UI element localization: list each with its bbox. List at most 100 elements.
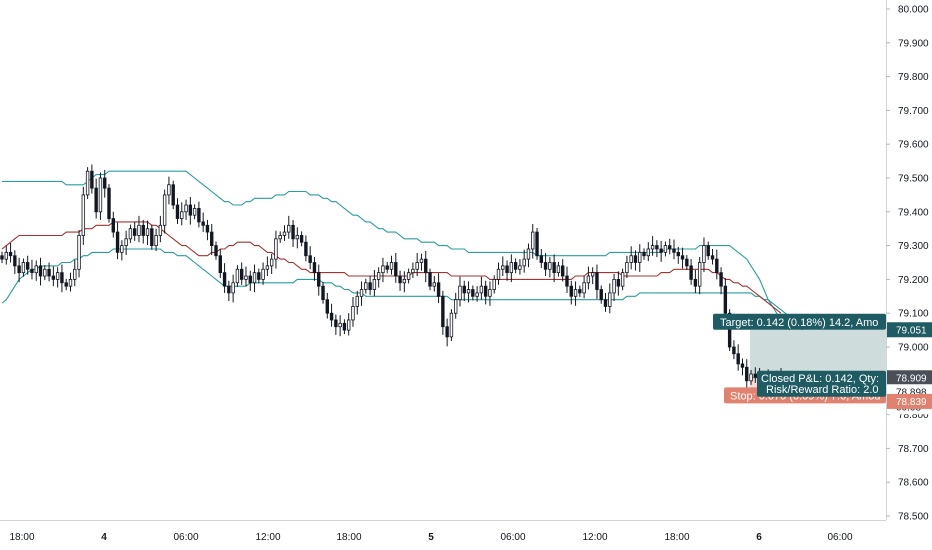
candle[interactable] (552, 254, 556, 283)
candle[interactable] (329, 303, 334, 327)
candle[interactable] (483, 280, 488, 305)
candle[interactable] (269, 253, 274, 274)
candle[interactable] (167, 176, 171, 205)
candle[interactable] (436, 273, 441, 304)
candle[interactable] (441, 290, 445, 335)
candle[interactable] (454, 292, 458, 319)
candle[interactable] (265, 256, 270, 277)
candle[interactable] (205, 219, 210, 241)
candle[interactable] (646, 242, 651, 262)
candle[interactable] (197, 201, 201, 228)
candle[interactable] (458, 276, 462, 307)
candle[interactable] (214, 241, 218, 260)
candle[interactable] (526, 243, 531, 268)
candle[interactable] (398, 270, 402, 291)
candle[interactable] (376, 267, 381, 288)
candle[interactable] (346, 313, 351, 336)
candle[interactable] (419, 253, 424, 271)
candle[interactable] (479, 276, 484, 300)
candle[interactable] (659, 240, 663, 262)
candle[interactable] (428, 268, 432, 291)
candle[interactable] (749, 369, 753, 385)
candle[interactable] (145, 220, 150, 245)
candle[interactable] (4, 245, 8, 265)
candle[interactable] (60, 264, 64, 293)
candle[interactable] (415, 253, 419, 277)
candle[interactable] (274, 230, 278, 269)
candle[interactable] (449, 309, 454, 341)
candle[interactable] (402, 271, 407, 293)
candle[interactable] (672, 239, 676, 260)
candle[interactable] (287, 215, 291, 239)
candle[interactable] (359, 281, 364, 306)
candle[interactable] (745, 359, 749, 391)
candle[interactable] (210, 223, 214, 256)
candle[interactable] (561, 259, 565, 282)
candle[interactable] (513, 258, 518, 274)
candle[interactable] (278, 231, 282, 243)
candle[interactable] (655, 240, 659, 258)
candle[interactable] (753, 367, 758, 383)
candle[interactable] (389, 255, 394, 275)
candle[interactable] (128, 224, 133, 243)
candle[interactable] (124, 230, 128, 256)
candle[interactable] (103, 169, 107, 198)
candle[interactable] (239, 262, 244, 285)
candle[interactable] (201, 212, 205, 233)
candle[interactable] (132, 221, 137, 241)
candle[interactable] (73, 259, 77, 287)
candle[interactable] (736, 344, 740, 371)
candle[interactable] (488, 281, 492, 306)
candle[interactable] (13, 250, 17, 274)
candle[interactable] (501, 256, 505, 277)
candle[interactable] (355, 290, 359, 315)
candle[interactable] (107, 184, 111, 223)
candle[interactable] (556, 261, 561, 277)
candle[interactable] (573, 281, 578, 306)
candle[interactable] (471, 285, 475, 301)
candle[interactable] (21, 258, 26, 277)
candle[interactable] (81, 186, 86, 245)
candle[interactable] (595, 264, 599, 300)
candle[interactable] (175, 198, 180, 224)
candle[interactable] (620, 268, 625, 291)
candle[interactable] (188, 196, 193, 225)
candle[interactable] (578, 285, 582, 297)
candle[interactable] (509, 254, 514, 283)
candle[interactable] (150, 224, 154, 250)
candle[interactable] (282, 225, 287, 241)
candle[interactable] (710, 248, 715, 265)
candle[interactable] (8, 242, 13, 263)
candle[interactable] (650, 236, 655, 256)
candle[interactable] (34, 260, 38, 281)
candle[interactable] (505, 260, 509, 281)
candle[interactable] (590, 267, 595, 285)
candle[interactable] (47, 262, 51, 282)
candle[interactable] (638, 244, 642, 272)
candle[interactable] (496, 262, 501, 285)
candle[interactable] (719, 267, 723, 295)
candle[interactable] (158, 215, 163, 243)
profit-zone[interactable] (750, 329, 886, 378)
candle[interactable] (685, 255, 689, 270)
candle[interactable] (475, 286, 479, 302)
candle[interactable] (629, 246, 633, 270)
candle[interactable] (94, 178, 98, 219)
candle[interactable] (689, 259, 693, 285)
candle[interactable] (98, 172, 103, 220)
candle[interactable] (25, 255, 30, 275)
candle[interactable] (308, 246, 312, 270)
candle[interactable] (385, 261, 389, 274)
candle[interactable] (406, 268, 411, 284)
candle[interactable] (141, 219, 145, 244)
candle[interactable] (248, 270, 252, 291)
candle[interactable] (180, 202, 184, 226)
candle[interactable] (364, 278, 368, 294)
candle[interactable] (68, 272, 73, 292)
time-axis[interactable]: 18:00 4 06:00 12:00 18:00 5 06:00 12:00 18:00 6 06… (9, 532, 852, 543)
candle[interactable] (372, 269, 377, 297)
candle[interactable] (257, 268, 261, 284)
candle[interactable] (171, 180, 175, 210)
candle[interactable] (184, 199, 188, 220)
candle[interactable] (411, 262, 415, 279)
